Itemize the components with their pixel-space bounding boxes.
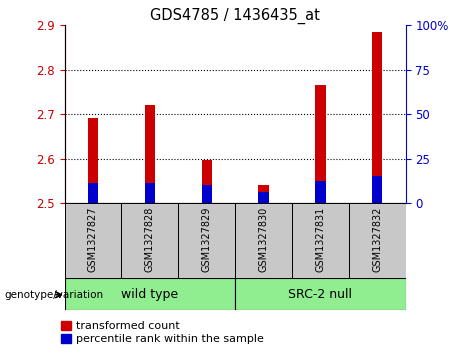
Bar: [201, 160, 212, 203]
Text: GSM1327832: GSM1327832: [372, 206, 382, 272]
Text: GSM1327828: GSM1327828: [145, 206, 155, 272]
Text: wild type: wild type: [121, 287, 178, 301]
Text: GSM1327830: GSM1327830: [259, 207, 269, 272]
Bar: [259, 192, 269, 203]
Bar: [315, 85, 325, 203]
Bar: [65, 278, 235, 310]
Bar: [65, 203, 121, 278]
Text: GSM1327831: GSM1327831: [315, 207, 325, 272]
Bar: [145, 105, 155, 203]
Text: GSM1327829: GSM1327829: [201, 206, 212, 272]
Bar: [88, 118, 98, 203]
Bar: [201, 185, 212, 203]
Text: genotype/variation: genotype/variation: [5, 290, 104, 300]
Bar: [235, 278, 406, 310]
Title: GDS4785 / 1436435_at: GDS4785 / 1436435_at: [150, 8, 320, 24]
Bar: [235, 203, 292, 278]
Bar: [372, 32, 382, 203]
Bar: [145, 183, 155, 203]
Text: GSM1327827: GSM1327827: [88, 206, 98, 272]
Text: SRC-2 null: SRC-2 null: [289, 287, 352, 301]
Bar: [292, 203, 349, 278]
Bar: [121, 203, 178, 278]
Bar: [315, 182, 325, 203]
Bar: [88, 183, 98, 203]
Bar: [178, 203, 235, 278]
Legend: transformed count, percentile rank within the sample: transformed count, percentile rank withi…: [61, 321, 264, 344]
Bar: [259, 185, 269, 203]
Bar: [372, 176, 382, 203]
Bar: [349, 203, 406, 278]
